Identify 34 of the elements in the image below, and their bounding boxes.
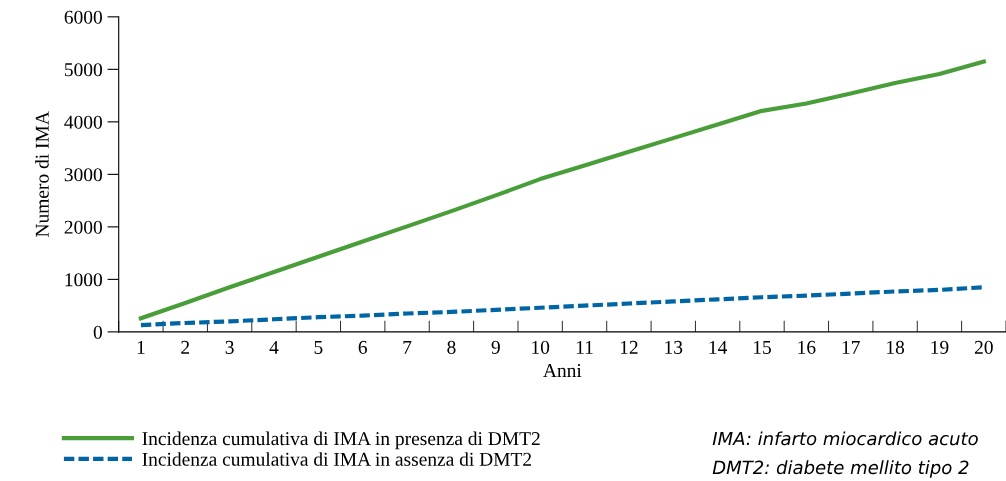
y-tick-label: 4000 <box>64 115 102 129</box>
y-axis-title: Numero di IMA <box>35 111 49 237</box>
x-tick-label: 19 <box>931 340 949 354</box>
y-tick-label: 0 <box>93 325 102 339</box>
x-tick-label: 3 <box>225 340 234 354</box>
x-tick-label: 20 <box>974 340 993 354</box>
y-tick-label: 6000 <box>64 10 102 24</box>
x-tick-label: 12 <box>620 340 638 354</box>
x-tick-label: 8 <box>447 340 456 354</box>
y-tick-label: 5000 <box>64 63 102 77</box>
x-tick-label: 11 <box>576 340 593 354</box>
x-tick-label: 10 <box>532 340 550 354</box>
y-tick-label: 1000 <box>65 273 102 287</box>
x-tick-label: 17 <box>842 340 860 354</box>
legend-label: Incidenza cumulativa di IMA in assenza di DMT2 <box>142 452 532 466</box>
x-tick-label: 16 <box>798 340 816 354</box>
y-tick-label: 3000 <box>64 168 102 182</box>
x-tick-label: 13 <box>665 340 683 354</box>
x-tick-label: 2 <box>181 340 190 354</box>
x-tick-label: 18 <box>887 340 905 354</box>
text: DMT2: diabete mellito tipo 2 <box>712 460 969 478</box>
text: IMA: infarto miocardico acuto <box>712 431 978 446</box>
x-tick-label: 9 <box>491 340 500 354</box>
line-series <box>138 59 986 321</box>
x-axis-title: Anni <box>543 364 582 377</box>
x-tick-label: 4 <box>269 340 279 354</box>
x-tick-label: 15 <box>753 340 771 354</box>
x-tick-label: 1 <box>137 340 145 354</box>
legend-label: Incidenza cumulativa di IMA in presenza di DMT2 <box>142 431 540 450</box>
x-tick-label: 6 <box>358 340 367 354</box>
x-tick-label: 14 <box>709 340 728 354</box>
y-tick-label: 2000 <box>64 220 102 234</box>
x-tick-label: 7 <box>403 340 412 354</box>
x-tick-label: 5 <box>314 340 323 354</box>
